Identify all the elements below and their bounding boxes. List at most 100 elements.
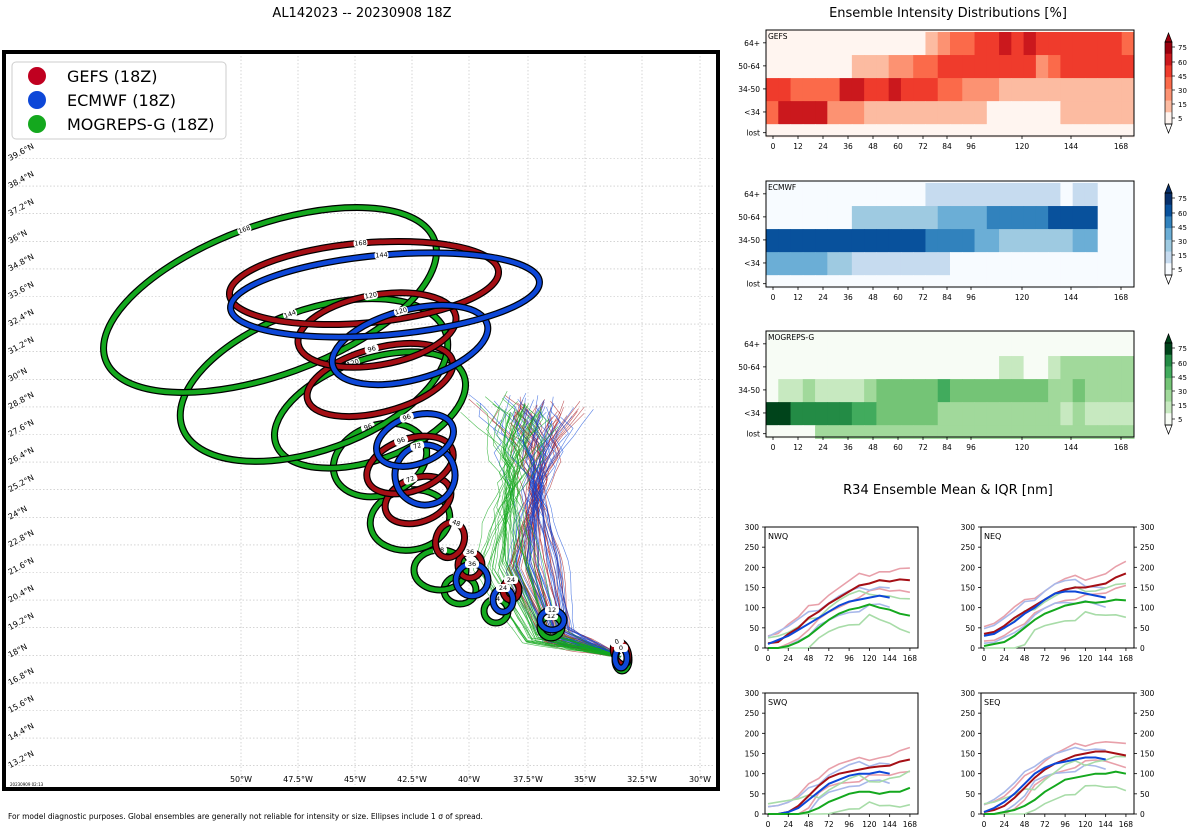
legend-label: ECMWF (18Z): [67, 91, 176, 110]
r34-xtick-label: 144: [1098, 654, 1113, 663]
heatmap-cell: [766, 333, 779, 357]
heatmap-cell: [876, 206, 890, 230]
forecast-hour-label-bg: [504, 576, 518, 584]
heatmap-cell: [937, 402, 951, 426]
heatmap-xlabel: 60: [893, 443, 903, 452]
heatmap-xlabel: 12: [793, 142, 803, 151]
mogreps-member-track: [501, 398, 622, 658]
heatmap-cell: [925, 206, 939, 230]
forecast-hour-label: 144: [283, 308, 297, 320]
heatmap-cell: [778, 101, 792, 125]
heatmap-cell: [913, 55, 926, 79]
heatmap-cell: [815, 275, 828, 289]
heatmap-cell: [974, 101, 988, 125]
forecast-hour-label: 120: [364, 291, 378, 301]
heatmap-cell: [962, 333, 976, 357]
heatmap-cell: [937, 206, 951, 230]
heatmap-cell: [986, 32, 1000, 56]
ecmwf-spread-ellipse: 72: [391, 441, 459, 509]
heatmap-cell: [999, 32, 1012, 56]
forecast-hour-label-bg: [363, 290, 379, 301]
heatmap-cell: [937, 333, 951, 357]
heatmap-cell: [876, 78, 890, 102]
heatmap-cell: [888, 55, 902, 79]
heatmap-cell: [974, 275, 988, 289]
ecmwf-member-track: [532, 401, 622, 658]
r34-iqr-line: [767, 760, 890, 808]
heatmap-cell: [778, 78, 792, 102]
heatmap-cell: [974, 55, 988, 79]
heatmap-cell: [790, 183, 804, 207]
heatmap-cell: [1011, 356, 1025, 380]
intensity-heatmap-gefs: GEFS 64+ 50-64 34-50 <34 lost 0 12 24 36 48 60 72 84 9…: [738, 29, 1187, 151]
heatmap-cell: [913, 402, 926, 426]
heatmap-cell: [815, 124, 828, 138]
heatmap-xlabel: 96: [966, 142, 976, 151]
heatmap-cell: [1072, 229, 1086, 253]
heatmap-cell: [900, 275, 914, 289]
colorbar-segment: [1165, 193, 1172, 206]
heatmap-cell: [1048, 206, 1061, 230]
heatmap-cell: [937, 55, 951, 79]
heatmap-cell: [950, 101, 963, 125]
heatmap-cell: [815, 55, 828, 79]
heatmap-cell: [999, 183, 1012, 207]
heatmap-panel-label: GEFS: [768, 32, 788, 41]
r34-iqr-line: [768, 587, 911, 649]
heatmap-cell: [1121, 32, 1135, 56]
r34-ytick-label: 50: [965, 624, 975, 633]
heatmap-xlabel: 24: [818, 443, 828, 452]
heatmap-cell: [937, 425, 951, 439]
heatmap-cell: [1097, 402, 1110, 426]
heatmap-xlabel: 60: [893, 142, 903, 151]
heatmap-ylabel: 50-64: [738, 213, 760, 222]
r34-ytick-label: 150: [961, 584, 976, 593]
r34-xtick-label: 48: [1020, 820, 1030, 829]
heatmap-cell: [1084, 425, 1098, 439]
r34-frame: [980, 526, 1135, 649]
heatmap-cell: [1097, 55, 1110, 79]
heatmap-cell: [1048, 124, 1061, 138]
heatmap-cell: [1060, 425, 1074, 439]
heatmap-xlabel: 144: [1064, 142, 1079, 151]
r34-ytick-label-right: 250: [1140, 709, 1155, 718]
intensity-heatmap-mogreps-g: MOGREPS-G 64+ 50-64 34-50 <34 lost 0 12 24 36 48 60…: [738, 330, 1187, 452]
heatmap-cell: [1035, 333, 1049, 357]
r34-frame: [764, 692, 919, 815]
heatmap-cell: [900, 124, 914, 138]
heatmap-cell: [766, 425, 779, 439]
heatmap-cell: [950, 402, 963, 426]
heatmap-cell: [839, 252, 853, 276]
heatmap-xlabel: 36: [843, 443, 853, 452]
heatmap-cell: [900, 101, 914, 125]
heatmap-cell: [962, 379, 976, 403]
colorbar-segment: [1165, 354, 1172, 367]
heatmap-cell: [778, 252, 792, 276]
heatmap-cell: [913, 124, 926, 138]
heatmap-cell: [1023, 229, 1037, 253]
r34-xtick-label: 120: [1078, 654, 1093, 663]
heatmap-cell: [827, 402, 841, 426]
heatmap-cell: [766, 206, 779, 230]
colorbar-tick-label: 45: [1178, 374, 1187, 382]
heatmap-cell: [999, 101, 1012, 125]
r34-iqr-line: [984, 784, 1127, 815]
heatmap-cell: [962, 206, 976, 230]
heatmap-cell: [925, 124, 939, 138]
heatmap-xlabel: 72: [918, 443, 928, 452]
r34-xtick-label: 168: [1119, 654, 1134, 663]
heatmap-cell: [1084, 252, 1098, 276]
forecast-hour-label-bg: [374, 250, 389, 260]
heatmap-xlabel: 0: [771, 443, 776, 452]
heatmap-cell: [950, 252, 963, 276]
heatmap-xlabel: 60: [893, 293, 903, 302]
r34-quadrant-label: SWQ: [768, 698, 787, 707]
heatmap-cell: [999, 379, 1012, 403]
heatmap-cell: [974, 333, 988, 357]
heatmap-cell: [925, 78, 939, 102]
heatmap-cell: [802, 32, 816, 56]
heatmap-cell: [876, 275, 890, 289]
heatmap-cell: [802, 425, 816, 439]
mogreps-member-track: [492, 403, 622, 658]
